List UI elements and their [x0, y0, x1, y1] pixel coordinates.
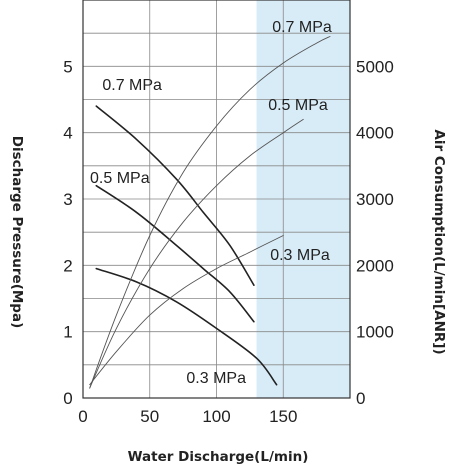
y2-axis-title: Air Consumption(L/min[ANR])	[431, 129, 447, 354]
curves	[89, 36, 331, 389]
y-tick-label: 2	[63, 256, 72, 275]
series-line-pressure-1	[95, 184, 255, 323]
series-label-pressure-0: 0.7 MPa	[102, 77, 162, 94]
y-tick-label: 4	[63, 124, 72, 143]
x-tick-label: 0	[78, 407, 87, 426]
x-tick-label: 100	[202, 407, 230, 426]
series-line-pressure-2	[95, 267, 278, 386]
series-line-air-5	[89, 235, 284, 386]
y2-tick-label: 1000	[356, 323, 394, 342]
x-tick-label: 50	[140, 407, 159, 426]
y-tick-label: 1	[63, 323, 72, 342]
series-line-pressure-0	[95, 105, 255, 286]
grid	[83, 0, 350, 398]
y2-tick-label: 5000	[356, 57, 394, 76]
y-tick-label: 0	[63, 389, 72, 408]
series-label-air-4: 0.5 MPa	[268, 97, 328, 114]
series-line-air-4	[89, 118, 304, 389]
x-axis-title: Water Discharge(L/min)	[128, 449, 309, 465]
y2-tick-label: 4000	[356, 124, 394, 143]
plot-frame	[82, 0, 351, 399]
y-tick-label: 3	[63, 190, 72, 209]
y-axis-title: Discharge Pressure(Mpa)	[9, 136, 25, 329]
y-ticks: 0 1 2 3 4 5	[63, 57, 72, 408]
series-line-air-3	[89, 36, 331, 389]
x-ticks: 0 50 100 150	[78, 407, 297, 426]
series-label-pressure-1: 0.5 MPa	[90, 170, 150, 187]
x-tick-label: 150	[269, 407, 297, 426]
y2-tick-label: 0	[356, 389, 365, 408]
series-label-pressure-2: 0.3 MPa	[186, 370, 246, 387]
series-label-air-5: 0.3 MPa	[270, 247, 330, 264]
y2-tick-label: 2000	[356, 256, 394, 275]
curve-labels: 0.7 MPa 0.5 MPa 0.3 MPa 0.7 MPa 0.5 MPa 0.3 M…	[90, 19, 332, 387]
y-tick-label: 5	[63, 57, 72, 76]
y2-tick-label: 3000	[356, 190, 394, 209]
series-label-air-3: 0.7 MPa	[272, 19, 332, 36]
y2-ticks: 0 1000 2000 3000 4000 5000	[356, 57, 394, 408]
